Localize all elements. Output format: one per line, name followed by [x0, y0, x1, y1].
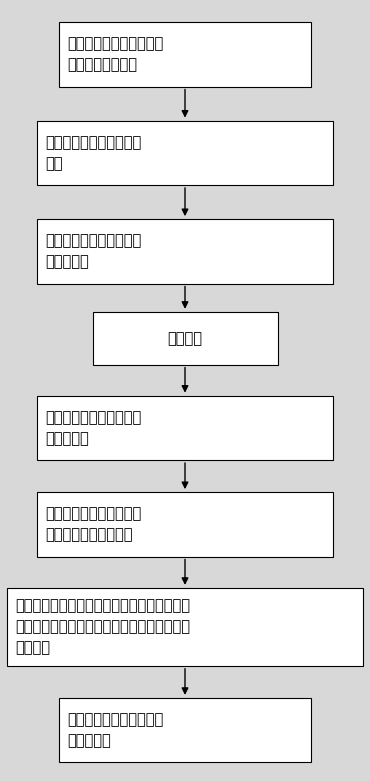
Text: 启动程序，初始化串口，
连接运动控制卡。: 启动程序，初始化串口， 连接运动控制卡。	[67, 37, 164, 73]
Bar	[37, 120, 333, 185]
Bar	[37, 219, 333, 284]
Text: 调整对象的大小、坐标、
外观样式等: 调整对象的大小、坐标、 外观样式等	[45, 234, 141, 269]
Bar	[59, 697, 311, 762]
Bar	[37, 492, 333, 557]
Text: 解析对象，将数据下传到
运动控制卡: 解析对象，将数据下传到 运动控制卡	[45, 410, 141, 446]
Text: 添加对象，图形、文字等
信息: 添加对象，图形、文字等 信息	[45, 135, 141, 171]
Text: 打标完成，三维运动机构
回到原点。: 打标完成，三维运动机构 回到原点。	[67, 712, 164, 748]
Bar	[7, 588, 363, 666]
Text: 启动打标: 启动打标	[168, 330, 202, 346]
Bar	[92, 312, 278, 365]
Bar	[59, 22, 311, 87]
Bar	[37, 396, 333, 460]
Text: 运动控制卡解码，控制步
进电机驱动器和电磁阀: 运动控制卡解码，控制步 进电机驱动器和电磁阀	[45, 506, 141, 542]
Text: 驱动三维运动机构，接入压缩空气，电磁阀配
合控制，驱动缸套内的针头振动，在工件表面
打上标记: 驱动三维运动机构，接入压缩空气，电磁阀配 合控制，驱动缸套内的针头振动，在工件表…	[16, 598, 191, 655]
